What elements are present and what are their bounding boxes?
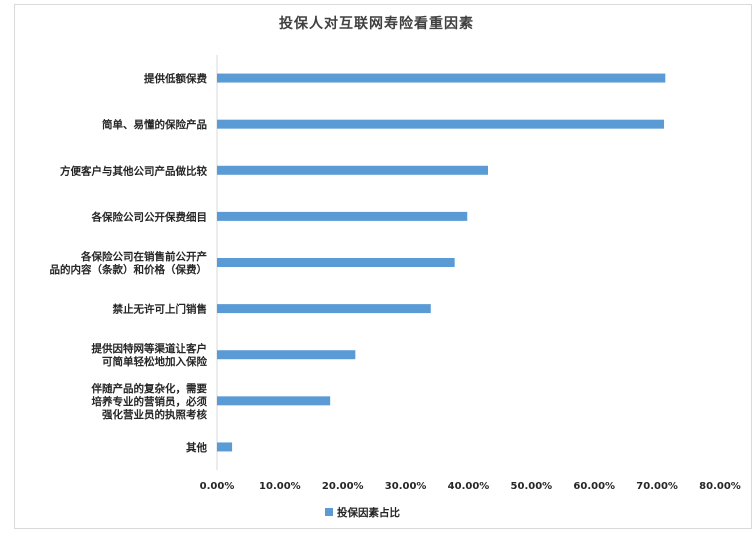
x-tick-label: 80.00% — [699, 481, 741, 492]
category-label: 各保险公司在销售前公开产 — [80, 250, 207, 263]
x-tick-label: 30.00% — [385, 481, 427, 492]
category-label: 其他 — [186, 441, 207, 454]
category-label: 品的内容（条款）和价格（保费） — [50, 263, 208, 276]
x-tick-label: 70.00% — [636, 481, 678, 492]
x-tick-label: 50.00% — [511, 481, 553, 492]
category-label: 方便客户与其他公司产品做比较 — [60, 164, 207, 177]
bar — [217, 211, 468, 221]
chart-title: 投保人对互联网寿险看重因素 — [279, 16, 474, 32]
bar — [217, 73, 666, 83]
category-label: 禁止无许可上门销售 — [112, 303, 208, 316]
x-tick-label: 60.00% — [573, 481, 615, 492]
bar — [217, 442, 233, 452]
category-label: 可简单轻松地加入保险 — [102, 355, 207, 368]
category-label: 各保险公司公开保费细目 — [91, 210, 208, 223]
category-label: 简单、易懂的保险产品 — [102, 118, 207, 131]
bar — [217, 165, 488, 175]
legend-swatch — [325, 508, 333, 516]
bar — [217, 258, 455, 267]
category-label: 提供低额保费 — [144, 72, 207, 85]
bar — [217, 350, 356, 360]
x-tick-label: 0.00% — [200, 481, 235, 492]
category-label: 伴随产品的复杂化，需要 — [91, 382, 208, 395]
x-tick-label: 10.00% — [259, 481, 301, 492]
legend-label: 投保因素占比 — [337, 506, 400, 519]
category-label: 强化营业员的执照考核 — [102, 408, 207, 421]
x-tick-label: 20.00% — [322, 481, 364, 492]
bar — [217, 304, 431, 314]
category-label: 提供因特网等渠道让客户 — [92, 342, 208, 355]
category-label: 培养专业的营销员，必须 — [92, 395, 208, 408]
bar — [217, 396, 331, 406]
x-tick-label: 40.00% — [448, 481, 490, 492]
bar — [217, 119, 665, 129]
